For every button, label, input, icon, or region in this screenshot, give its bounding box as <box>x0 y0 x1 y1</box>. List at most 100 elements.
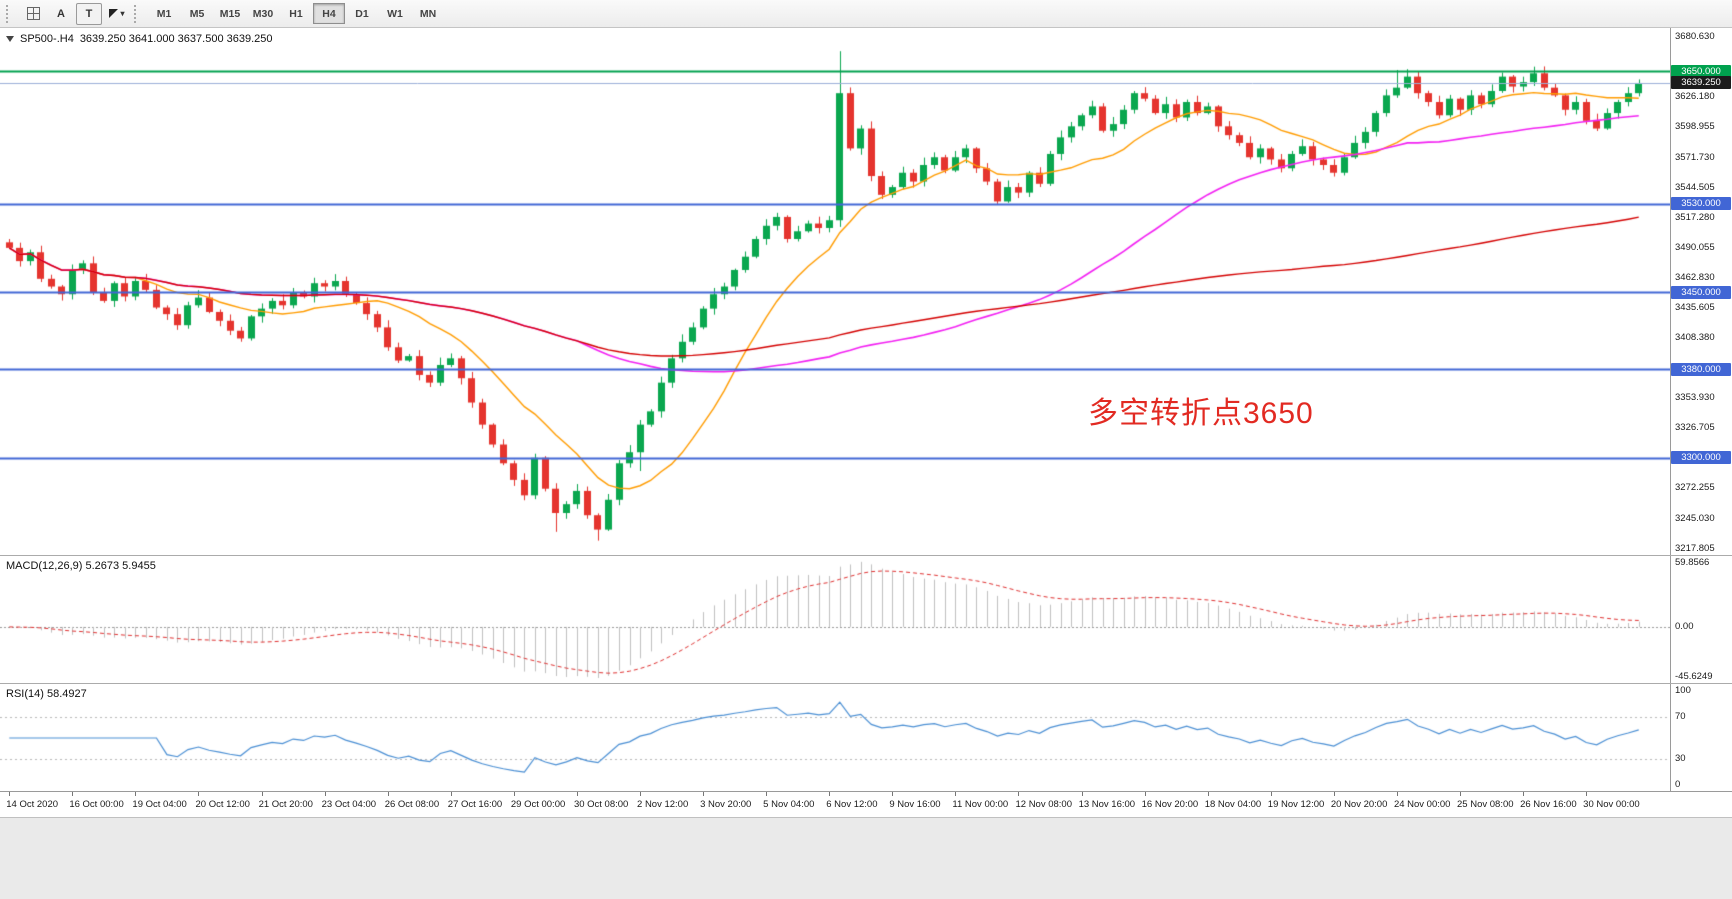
time-tick-label: 29 Oct 00:00 <box>510 799 566 810</box>
time-tick-mark <box>135 792 136 796</box>
scale-tick-label: 3326.705 <box>1675 422 1715 434</box>
time-tick-label: 3 Nov 20:00 <box>700 799 752 810</box>
time-tick-mark <box>892 792 893 796</box>
time-tick-label: 27 Oct 16:00 <box>447 799 503 810</box>
time-tick-label: 20 Oct 12:00 <box>195 799 250 810</box>
time-tick-mark <box>1523 792 1524 796</box>
cursor-icon <box>109 9 119 18</box>
toolbar-grip[interactable] <box>6 4 13 23</box>
time-tick-label: 19 Oct 04:00 <box>132 799 187 810</box>
timeframe-h4-button[interactable]: H4 <box>313 3 345 24</box>
time-tick-mark <box>514 792 515 796</box>
toolbar-tools: A T ▾ <box>20 2 130 25</box>
time-tick-label: 20 Nov 20:00 <box>1330 799 1388 810</box>
time-tick-mark <box>1082 792 1083 796</box>
time-tick-mark <box>262 792 263 796</box>
time-tick-label: 9 Nov 16:00 <box>889 799 941 810</box>
time-tick-mark <box>388 792 389 796</box>
scale-tick-label: 3490.055 <box>1675 241 1715 253</box>
grid-icon <box>26 7 40 20</box>
time-axis[interactable]: 14 Oct 2020 16 Oct 00:00 19 Oct 04:00 20 Oc… <box>0 791 1732 817</box>
scale-tick-label: 3408.380 <box>1675 332 1715 344</box>
price-level-badge: 3380.000 <box>1671 362 1731 376</box>
scale-tick-label: 3544.505 <box>1675 181 1715 193</box>
price-level-badge: 3530.000 <box>1671 197 1731 211</box>
bottom-empty-area <box>0 817 1732 899</box>
time-tick-label: 30 Oct 08:00 <box>573 799 629 810</box>
shapes-dropdown-button[interactable]: ▾ <box>104 3 130 25</box>
time-tick-mark <box>829 792 830 796</box>
time-tick-mark <box>198 792 199 796</box>
time-tick-label: 12 Nov 08:00 <box>1015 799 1072 810</box>
time-tick-mark <box>955 792 956 796</box>
scale-tick-label: 0.00 <box>1675 620 1694 632</box>
timeframe-d1-button[interactable]: D1 <box>355 7 369 20</box>
text-a-tool-button[interactable]: A <box>57 7 65 20</box>
scale-tick-label: 3462.830 <box>1675 271 1715 283</box>
price-scale[interactable]: 3680.630 3626.180 3598.955 3571.730 3544.505… <box>1671 28 1732 791</box>
time-tick-mark <box>766 792 767 796</box>
time-tick-mark <box>1018 792 1019 796</box>
time-tick-mark <box>703 792 704 796</box>
time-tick-label: 26 Oct 08:00 <box>384 799 440 810</box>
timeframe-m5-button[interactable]: M5 <box>189 7 205 20</box>
scale-tick-label: 3272.255 <box>1675 482 1715 494</box>
time-tick-mark <box>1397 792 1398 796</box>
chart-text-annotation[interactable]: 多空转折点3650 <box>1088 397 1314 430</box>
time-tick-label: 26 Nov 16:00 <box>1520 799 1577 810</box>
timeframe-h1-button[interactable]: H1 <box>289 7 303 20</box>
timeframe-m30-button[interactable]: M30 <box>252 7 274 20</box>
scale-tick-label: 3598.955 <box>1675 121 1715 133</box>
rsi-label: RSI(14) 58.4927 <box>6 688 87 700</box>
symbol-dropdown-icon[interactable] <box>6 36 14 42</box>
scale-tick-label: 0 <box>1675 779 1681 790</box>
timeframe-toolbar-grip[interactable] <box>134 4 141 23</box>
time-tick-mark <box>1271 792 1272 796</box>
scale-tick-label: 3517.280 <box>1675 211 1715 223</box>
price-level-badge: 3639.250 <box>1671 76 1731 90</box>
time-tick-label: 18 Nov 04:00 <box>1204 799 1262 810</box>
timeframe-m1-button[interactable]: M1 <box>156 7 172 20</box>
price-scale-border <box>1670 28 1671 791</box>
scale-tick-label: 30 <box>1675 753 1686 765</box>
timeframe-w1-button[interactable]: W1 <box>387 7 403 20</box>
price-level-badge: 3450.000 <box>1671 285 1731 299</box>
time-tick-label: 21 Oct 20:00 <box>258 799 313 810</box>
windows-grid-button[interactable] <box>20 3 46 25</box>
time-tick-label: 19 Nov 12:00 <box>1267 799 1325 810</box>
time-tick-label: 6 Nov 12:00 <box>826 799 878 810</box>
scale-tick-label: 59.8566 <box>1675 557 1710 568</box>
time-tick-mark <box>325 792 326 796</box>
scale-tick-label: 3245.030 <box>1675 512 1715 524</box>
time-tick-label: 13 Nov 16:00 <box>1078 799 1136 810</box>
time-tick-label: 2 Nov 12:00 <box>637 799 689 810</box>
toolbar: A T ▾ M1 M5 M15 M30 H1 H4 D1 W1 MN <box>0 0 1732 28</box>
scale-tick-label: 3626.180 <box>1675 91 1715 103</box>
panel-separator[interactable] <box>0 683 1732 684</box>
panel-separator[interactable] <box>0 555 1732 556</box>
time-tick-mark <box>577 792 578 796</box>
time-tick-mark <box>9 792 10 796</box>
text-box-tool-button[interactable]: T <box>76 2 102 25</box>
price-level-badge: 3300.000 <box>1671 451 1731 465</box>
time-tick-mark <box>72 792 73 796</box>
time-tick-mark <box>1460 792 1461 796</box>
time-tick-label: 16 Oct 00:00 <box>69 799 124 810</box>
time-tick-label: 16 Nov 20:00 <box>1141 799 1199 810</box>
time-tick-mark <box>1586 792 1587 796</box>
time-tick-label: 11 Nov 00:00 <box>952 799 1009 810</box>
timeframe-mn-button[interactable]: MN <box>419 7 437 20</box>
timeframe-m15-button[interactable]: M15 <box>219 7 241 20</box>
scale-tick-label: 100 <box>1675 685 1691 696</box>
chart-canvas[interactable] <box>0 28 1670 791</box>
time-tick-mark <box>640 792 641 796</box>
time-tick-mark <box>1145 792 1146 796</box>
symbol-period-label: SP500-.H4 <box>20 33 74 45</box>
time-tick-label: 23 Oct 04:00 <box>321 799 377 810</box>
time-tick-mark <box>451 792 452 796</box>
scale-tick-label: -45.6249 <box>1675 671 1713 682</box>
scale-tick-label: 3680.630 <box>1675 31 1715 43</box>
time-tick-mark <box>1208 792 1209 796</box>
chevron-down-icon: ▾ <box>120 9 125 18</box>
price-level-badge: 3650.000 <box>1671 64 1731 78</box>
